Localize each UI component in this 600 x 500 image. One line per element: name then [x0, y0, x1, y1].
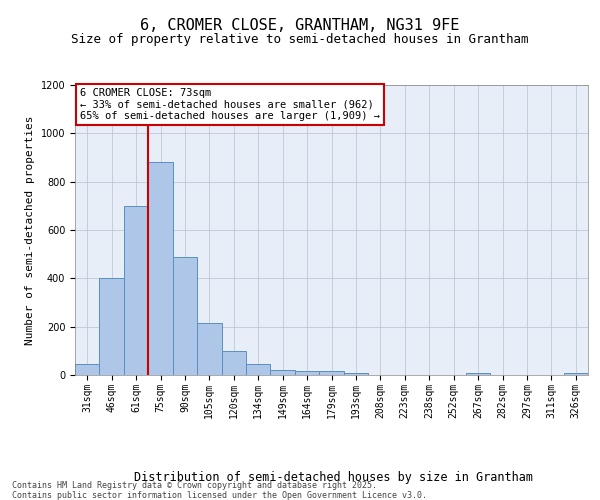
Text: Contains public sector information licensed under the Open Government Licence v3: Contains public sector information licen… — [12, 490, 427, 500]
Bar — [295, 372, 319, 375]
Text: Size of property relative to semi-detached houses in Grantham: Size of property relative to semi-detach… — [71, 32, 529, 46]
Bar — [221, 351, 246, 375]
Bar — [246, 364, 271, 375]
Bar — [319, 372, 344, 375]
Y-axis label: Number of semi-detached properties: Number of semi-detached properties — [25, 116, 35, 345]
Text: Distribution of semi-detached houses by size in Grantham: Distribution of semi-detached houses by … — [134, 471, 533, 484]
Bar — [466, 374, 490, 375]
Text: 6, CROMER CLOSE, GRANTHAM, NG31 9FE: 6, CROMER CLOSE, GRANTHAM, NG31 9FE — [140, 18, 460, 32]
Bar — [148, 162, 173, 375]
Bar — [344, 373, 368, 375]
Text: 6 CROMER CLOSE: 73sqm
← 33% of semi-detached houses are smaller (962)
65% of sem: 6 CROMER CLOSE: 73sqm ← 33% of semi-deta… — [80, 88, 380, 121]
Bar — [173, 256, 197, 375]
Bar — [124, 206, 148, 375]
Text: Contains HM Land Registry data © Crown copyright and database right 2025.: Contains HM Land Registry data © Crown c… — [12, 482, 377, 490]
Bar — [197, 323, 221, 375]
Bar — [271, 370, 295, 375]
Bar — [75, 364, 100, 375]
Bar — [563, 374, 588, 375]
Bar — [100, 278, 124, 375]
